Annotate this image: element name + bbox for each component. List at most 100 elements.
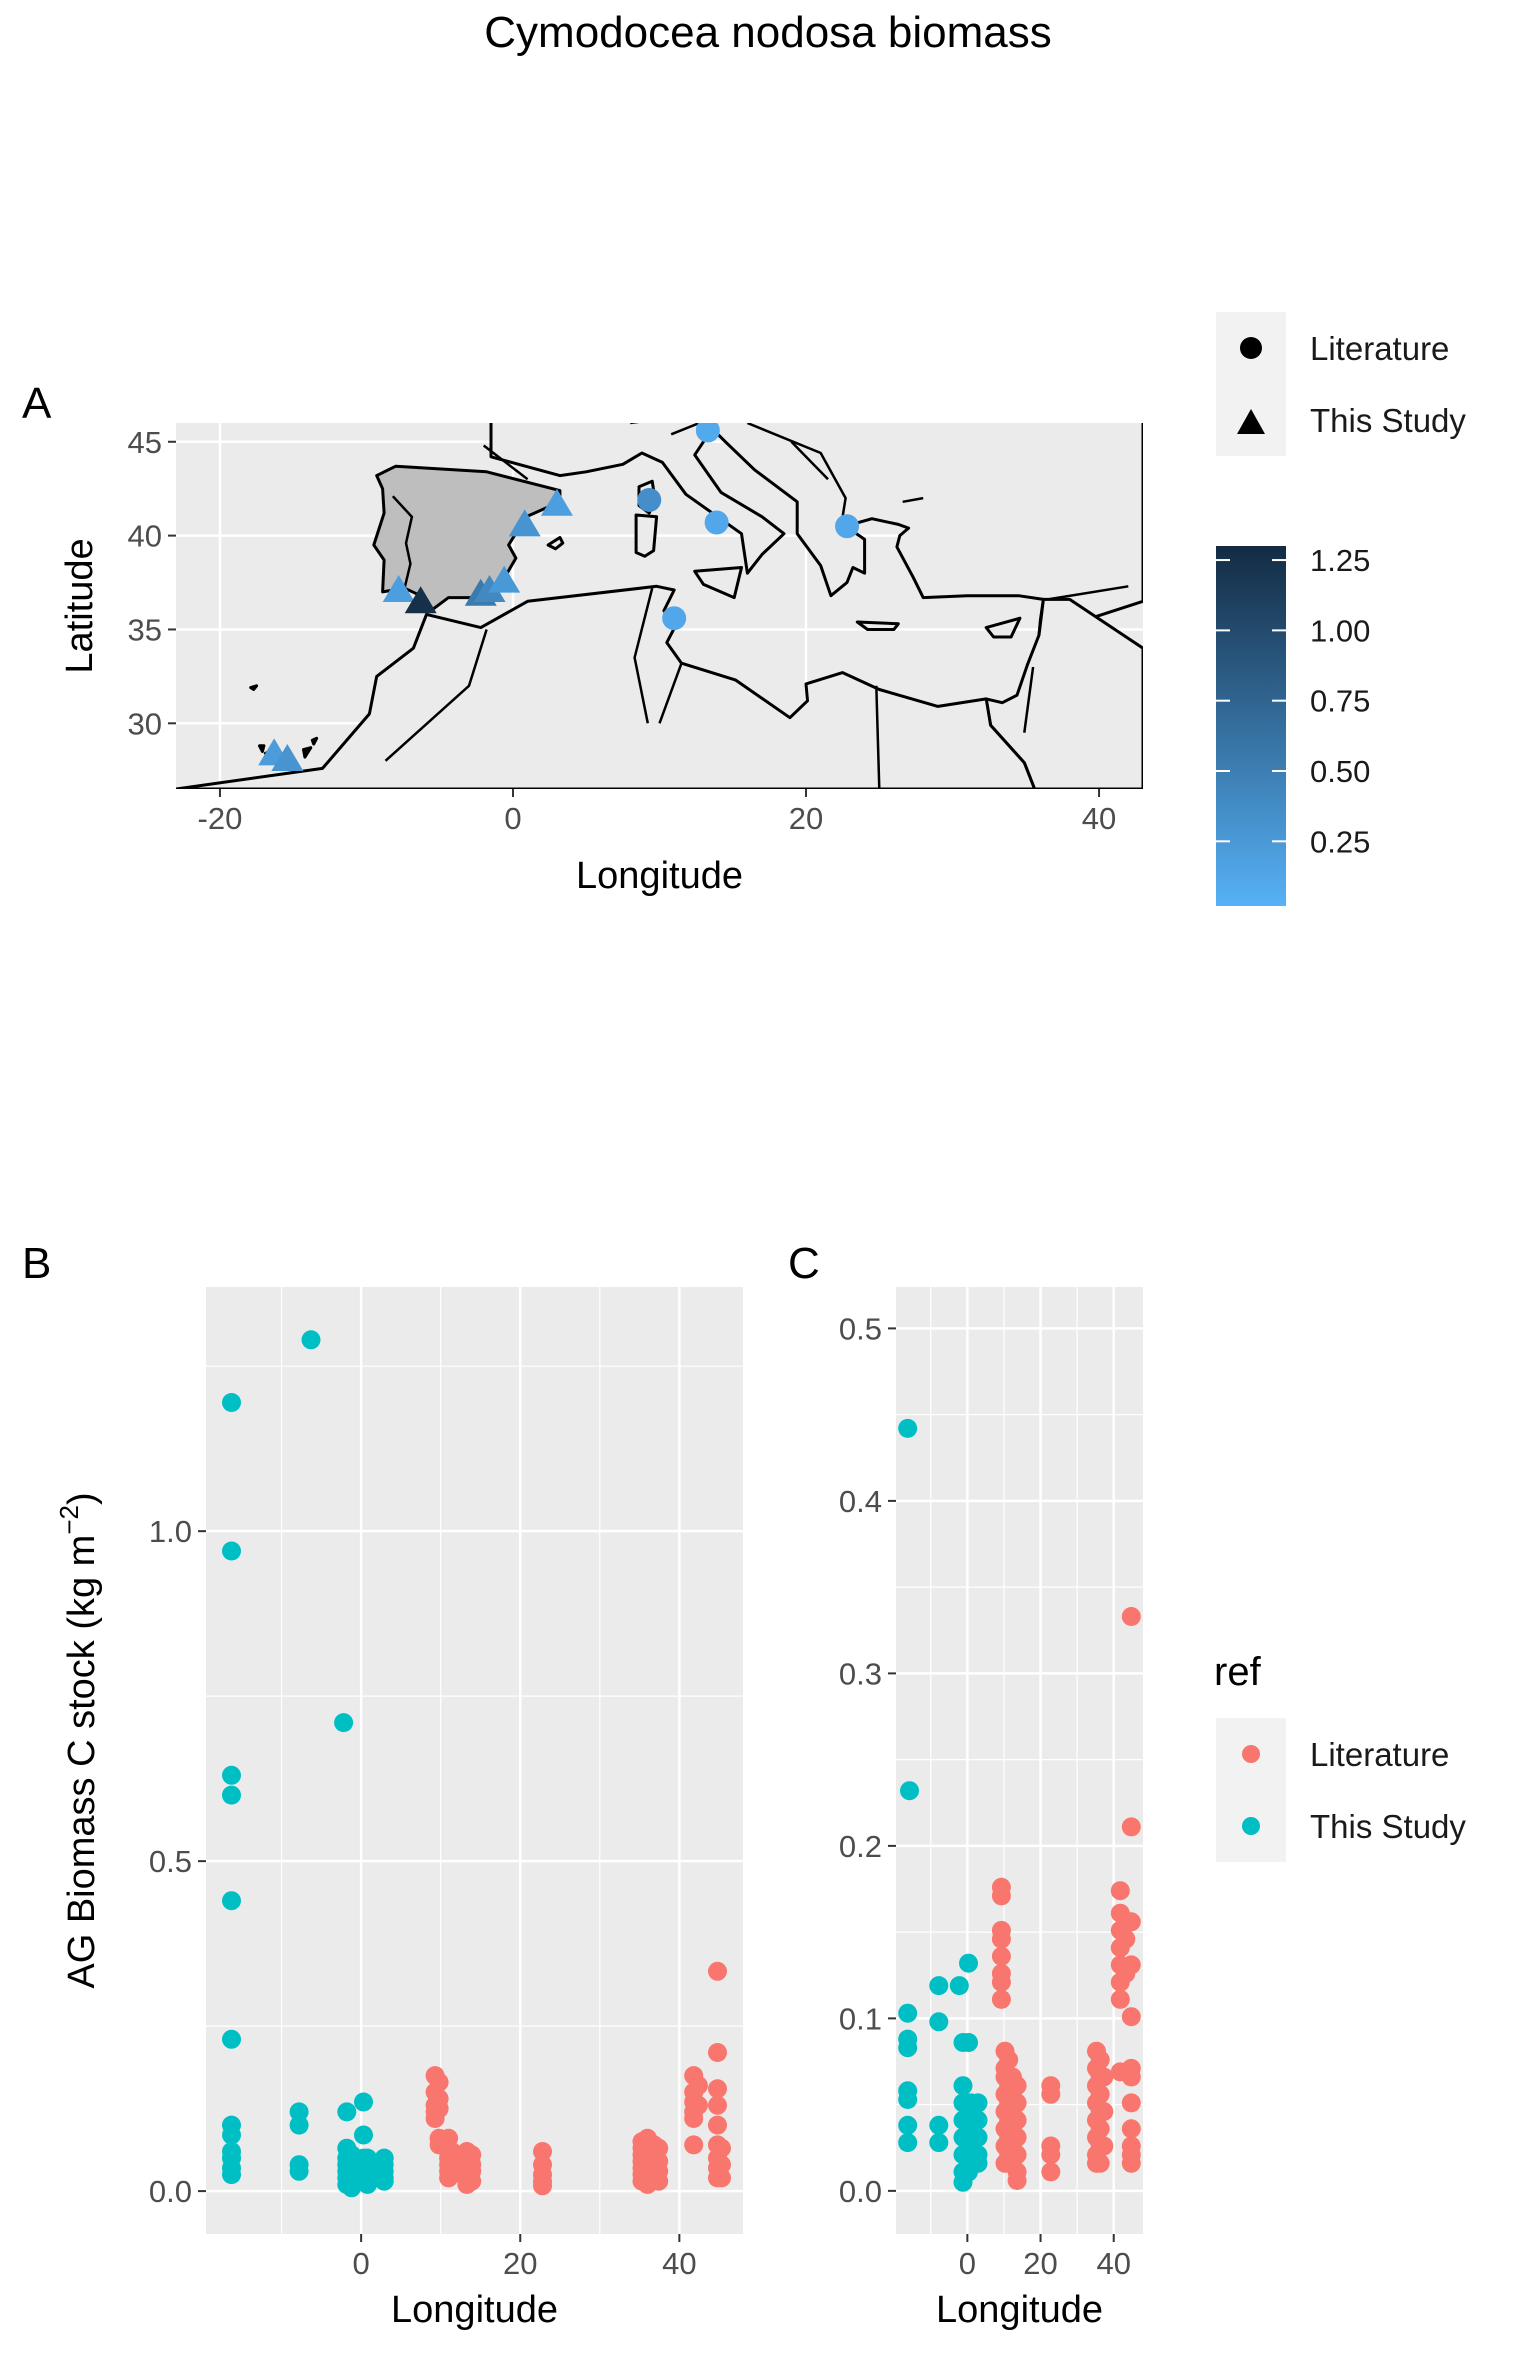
this-study-point bbox=[929, 2115, 949, 2135]
x-tick-label: 40 bbox=[1082, 801, 1116, 836]
this-study-point bbox=[222, 1785, 241, 1805]
literature-point bbox=[1121, 2007, 1141, 2027]
this-study-point bbox=[898, 2090, 918, 2109]
literature-point bbox=[462, 2171, 482, 2191]
this-study-key-icon bbox=[1242, 1817, 1260, 1835]
ref-legend-label: Literature bbox=[1310, 1736, 1449, 1773]
colorbar: 1.25 1.00 0.75 0.50 0.25 bbox=[1216, 543, 1370, 906]
literature-point bbox=[1041, 2084, 1061, 2104]
sicily-land bbox=[693, 566, 743, 600]
this-study-point bbox=[354, 2092, 373, 2112]
literature-point bbox=[708, 2095, 727, 2115]
y-axis-label: AG Biomass C stock (kg m−2) bbox=[54, 1492, 103, 1988]
ref-legend-key-bg bbox=[1216, 1718, 1286, 1862]
x-tick-label: 20 bbox=[503, 2246, 537, 2281]
colorbar-gradient bbox=[1216, 546, 1286, 906]
literature-point bbox=[1007, 2093, 1027, 2113]
literature-point bbox=[1007, 2110, 1027, 2130]
literature-point bbox=[688, 2076, 708, 2095]
x-axis-label: Longitude bbox=[936, 2289, 1103, 2331]
ref-legend-label: This Study bbox=[1310, 1808, 1466, 1845]
literature-point bbox=[1121, 2119, 1141, 2139]
this-study-point bbox=[222, 1891, 241, 1911]
map-point-triangle bbox=[404, 586, 437, 614]
north-africa-land bbox=[176, 584, 1037, 789]
x-tick-label: 0 bbox=[353, 2246, 370, 2281]
colorbar-tick-label: 1.25 bbox=[1310, 543, 1370, 578]
border-line bbox=[391, 495, 414, 589]
shape-legend-label: This Study bbox=[1310, 402, 1466, 439]
map-point-triangle bbox=[508, 509, 541, 537]
colorbar-tick-label: 0.75 bbox=[1310, 684, 1370, 719]
this-study-point bbox=[898, 2038, 918, 2058]
border-line bbox=[482, 444, 529, 481]
literature-point bbox=[1121, 1607, 1141, 1626]
scatter-panel-b: 0.0 0.5 1.0 0 20 40 Longitude AG Biomass C stoc… bbox=[54, 1287, 743, 2331]
literature-point bbox=[1121, 2067, 1141, 2087]
literature-point bbox=[649, 2171, 669, 2191]
this-study-point bbox=[900, 1781, 919, 1801]
map-point-triangle bbox=[271, 743, 304, 771]
x-axis-label: Longitude bbox=[391, 2289, 558, 2331]
y-tick-label: 0.1 bbox=[839, 2001, 882, 2036]
x-tick-label: 0 bbox=[504, 801, 521, 836]
x-tick-label: 20 bbox=[789, 801, 823, 836]
this-study-point bbox=[222, 1393, 241, 1412]
this-study-point bbox=[898, 2115, 918, 2135]
border-line bbox=[902, 496, 924, 504]
map-point-circle bbox=[662, 606, 687, 631]
circle-icon bbox=[1240, 337, 1262, 359]
this-study-point bbox=[289, 2161, 309, 2181]
border-line bbox=[1023, 666, 1035, 733]
literature-point bbox=[1116, 1929, 1136, 1949]
literature-point bbox=[712, 2138, 731, 2158]
literature-point bbox=[442, 2165, 462, 2185]
literature-point bbox=[1041, 2145, 1061, 2165]
literature-point bbox=[991, 1972, 1011, 1992]
shape-legend-label: Literature bbox=[1310, 330, 1449, 367]
literature-point bbox=[1090, 2050, 1110, 2070]
panel-label-c: C bbox=[788, 1239, 820, 1288]
this-study-point bbox=[968, 2110, 988, 2130]
literature-point bbox=[991, 1989, 1011, 2009]
x-tick-label: 20 bbox=[1023, 2246, 1057, 2281]
map-point-circle bbox=[704, 510, 729, 535]
literature-key-icon bbox=[1242, 1745, 1260, 1763]
map-point-triangle bbox=[473, 575, 506, 603]
y-tick-label: 45 bbox=[128, 425, 162, 460]
this-study-point bbox=[959, 1953, 978, 1973]
this-study-point bbox=[929, 2012, 949, 2032]
x-tick-label: 40 bbox=[662, 2246, 696, 2281]
plot-background bbox=[206, 1287, 743, 2234]
cyprus-land bbox=[984, 616, 1022, 639]
literature-point bbox=[1090, 2084, 1110, 2104]
literature-point bbox=[684, 2135, 704, 2155]
literature-point bbox=[1110, 1989, 1130, 2009]
literature-point bbox=[991, 1886, 1011, 1906]
this-study-point bbox=[929, 2133, 949, 2153]
shape-legend-key-bg bbox=[1216, 312, 1286, 456]
map-point-triangle bbox=[540, 488, 573, 516]
literature-point bbox=[712, 2155, 731, 2175]
this-study-point bbox=[222, 2029, 241, 2049]
literature-point bbox=[708, 2079, 727, 2099]
literature-point bbox=[999, 2050, 1019, 2070]
this-study-point bbox=[354, 2125, 373, 2145]
y-tick-label: 0.0 bbox=[839, 2174, 882, 2209]
scatter-panel-c: 0.0 0.1 0.2 0.3 0.4 0.5 0 20 40 Longitude bbox=[839, 1287, 1143, 2331]
border-line bbox=[1047, 585, 1129, 601]
mallorca-land bbox=[546, 536, 565, 551]
literature-point bbox=[1121, 2093, 1141, 2113]
literature-point bbox=[708, 2115, 727, 2135]
literature-point bbox=[708, 1961, 727, 1981]
ref-legend: ref Literature This Study bbox=[1214, 1650, 1466, 1862]
border-line bbox=[384, 629, 488, 762]
this-study-point bbox=[289, 2102, 309, 2122]
literature-point bbox=[1007, 2171, 1027, 2190]
this-study-point bbox=[301, 1330, 321, 1350]
y-tick-label: 1.0 bbox=[149, 1514, 192, 1549]
literature-point bbox=[1121, 1817, 1141, 1837]
map-point-circle bbox=[835, 514, 860, 539]
literature-point bbox=[649, 2138, 669, 2158]
y-tick-label: 30 bbox=[128, 706, 162, 741]
